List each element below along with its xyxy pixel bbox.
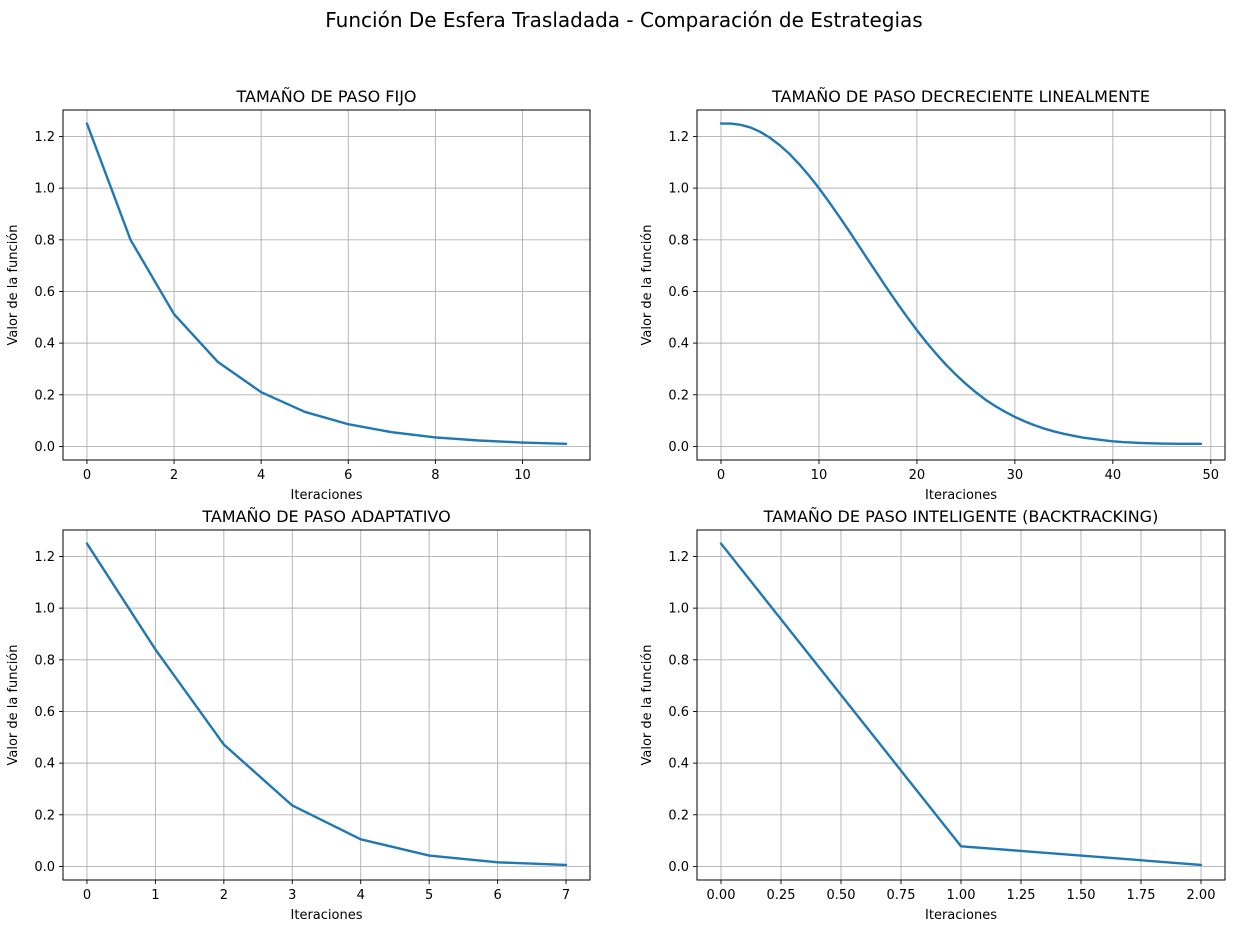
y-tick-label: 0.6 — [668, 285, 689, 300]
y-tick-label: 0.0 — [34, 860, 55, 875]
axes-frame — [62, 109, 591, 461]
x-tick-label: 6 — [344, 468, 352, 483]
x-tick-label: 0 — [717, 468, 725, 483]
y-tick-label: 0.8 — [668, 653, 689, 668]
series-line — [85, 542, 568, 867]
y-tick-label: 0.8 — [34, 653, 55, 668]
x-tick-label: 10 — [811, 468, 828, 483]
y-tick-label: 1.2 — [668, 550, 689, 565]
x-axis-label: Iteraciones — [925, 908, 997, 923]
y-axis-label: Valor de la función — [6, 225, 21, 346]
y-tick-label: 1.2 — [668, 130, 689, 145]
axes-frame — [696, 109, 1226, 461]
y-tick-label: 0.4 — [34, 337, 55, 352]
x-tick-label: 4 — [357, 888, 365, 903]
axes-frame — [62, 529, 591, 881]
x-tick-label: 2 — [170, 468, 178, 483]
y-tick-label: 0.0 — [668, 440, 689, 455]
y-tick-label: 1.2 — [34, 550, 55, 565]
series-line — [85, 122, 568, 446]
x-tick-label: 20 — [909, 468, 926, 483]
x-tick-label: 1.25 — [1007, 888, 1036, 903]
y-tick-label: 0.6 — [668, 705, 689, 720]
x-tick-label: 4 — [257, 468, 265, 483]
y-tick-label: 0.8 — [668, 233, 689, 248]
y-tick-label: 1.0 — [34, 602, 55, 617]
y-tick-label: 1.0 — [668, 182, 689, 197]
subplot-adaptive-step: 0 1 2 3 4 5 6 7 0.0 0.2 0.4 0.6 0.8 1.0 1.2 TAMAÑO DE P… — [6, 507, 591, 923]
panel-title: TAMAÑO DE PASO FIJO — [235, 87, 416, 106]
x-tick-label: 5 — [425, 888, 433, 903]
y-tick-label: 0.6 — [34, 285, 55, 300]
x-tick-label: 0.25 — [767, 888, 796, 903]
x-tick-label: 50 — [1203, 468, 1220, 483]
subplot-backtracking-step: 0.00 0.25 0.50 0.75 1.00 1.25 1.50 1.75 2.00 0.0 0… — [640, 507, 1226, 923]
x-tick-label: 2.00 — [1187, 888, 1216, 903]
y-tick-label: 0.4 — [34, 757, 55, 772]
x-tick-label: 0 — [83, 468, 91, 483]
x-tick-label: 1.50 — [1067, 888, 1096, 903]
panel-title: TAMAÑO DE PASO ADAPTATIVO — [201, 507, 450, 526]
subplot-fixed-step: 0 2 4 6 8 10 0.0 0.2 0.4 0.6 0.8 1.0 1.2 TAMAÑO DE PA… — [6, 87, 591, 503]
x-tick-label: 1.75 — [1127, 888, 1156, 903]
panel-title: TAMAÑO DE PASO DECRECIENTE LINEALMENTE — [771, 87, 1150, 106]
x-tick-label: 1 — [151, 888, 159, 903]
x-tick-label: 30 — [1007, 468, 1024, 483]
series-line — [719, 122, 1203, 446]
figure-suptitle: Función De Esfera Trasladada - Comparaci… — [325, 8, 922, 32]
subplot-linear-decreasing-step: 0 10 20 30 40 50 0.0 0.2 0.4 0.6 0.8 1.0 1.2 TAMAÑO D… — [640, 87, 1226, 503]
y-tick-label: 0.8 — [34, 233, 55, 248]
x-tick-label: 6 — [493, 888, 501, 903]
y-tick-label: 0.2 — [34, 388, 55, 403]
x-tick-label: 8 — [431, 468, 439, 483]
x-tick-label: 0 — [83, 888, 91, 903]
y-tick-label: 0.6 — [34, 705, 55, 720]
y-tick-label: 0.2 — [34, 808, 55, 823]
y-axis-label: Valor de la función — [640, 645, 655, 766]
x-tick-label: 0.75 — [887, 888, 916, 903]
plot-area — [63, 530, 590, 880]
axes-frame — [696, 529, 1226, 881]
series-line — [719, 542, 1203, 867]
plot-area — [63, 110, 590, 460]
y-axis-label: Valor de la función — [6, 645, 21, 766]
y-tick-label: 1.2 — [34, 130, 55, 145]
y-tick-label: 0.4 — [668, 757, 689, 772]
x-tick-label: 1.00 — [947, 888, 976, 903]
y-tick-label: 0.4 — [668, 337, 689, 352]
x-tick-label: 0.00 — [707, 888, 736, 903]
y-tick-label: 0.2 — [668, 808, 689, 823]
x-axis-label: Iteraciones — [291, 488, 363, 503]
y-tick-label: 1.0 — [668, 602, 689, 617]
plot-area — [697, 110, 1225, 460]
y-tick-label: 0.0 — [34, 440, 55, 455]
y-axis-label: Valor de la función — [640, 225, 655, 346]
x-tick-label: 10 — [514, 468, 531, 483]
y-tick-label: 1.0 — [34, 182, 55, 197]
x-tick-label: 2 — [220, 888, 228, 903]
x-tick-label: 40 — [1105, 468, 1122, 483]
y-tick-label: 0.2 — [668, 388, 689, 403]
x-tick-label: 0.50 — [827, 888, 856, 903]
y-tick-label: 0.0 — [668, 860, 689, 875]
x-tick-label: 3 — [288, 888, 296, 903]
panel-title: TAMAÑO DE PASO INTELIGENTE (BACKTRACKING… — [763, 507, 1159, 526]
x-axis-label: Iteraciones — [291, 908, 363, 923]
x-axis-label: Iteraciones — [925, 488, 997, 503]
x-tick-label: 7 — [562, 888, 570, 903]
